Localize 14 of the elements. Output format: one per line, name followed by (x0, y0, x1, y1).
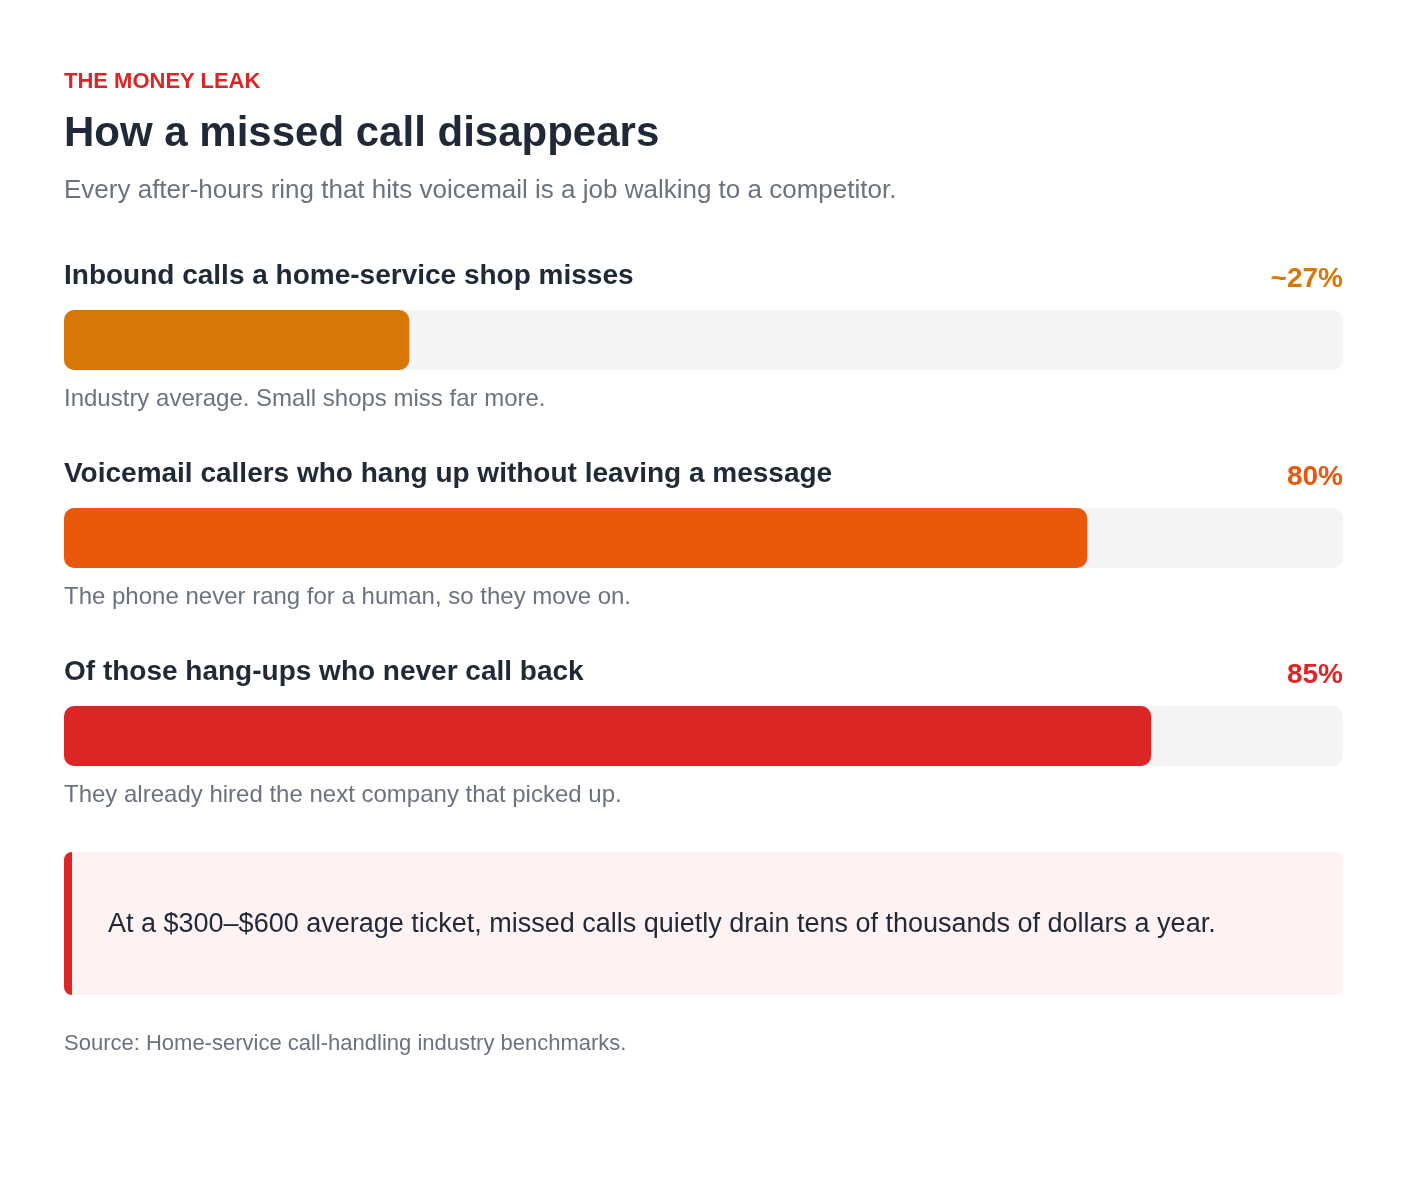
text: THE MONEY LEAK (64, 67, 261, 93)
y-tick-label: Voicemail callers who hang up without leaving a message (64, 456, 833, 488)
data-label: 85% (1286, 657, 1344, 689)
text: At a $300–$600 average ticket, missed calls quietly drain tens of thousands of dollars a year. (108, 908, 1216, 938)
data-label: ~27% (1270, 261, 1344, 293)
annotation: Industry average. Small shops miss far more. (64, 383, 546, 411)
chart-title: How a missed call disappears (64, 107, 660, 155)
annotation: The phone never rang for a human, so they move on. (64, 581, 632, 609)
text: They already hired the next company that picked up. (64, 779, 622, 807)
chart-subtitle: Every after-hours ring that hits voicemail is a job walking to a competitor. (64, 174, 897, 204)
y-tick-label: Inbound calls a home-service shop misses (64, 258, 634, 290)
data-label: 80% (1286, 459, 1344, 491)
source-note: Source: Home-service call-handling industry benchmarks. (64, 1029, 627, 1055)
y-tick-label: Of those hang-ups who never call back (64, 654, 585, 686)
